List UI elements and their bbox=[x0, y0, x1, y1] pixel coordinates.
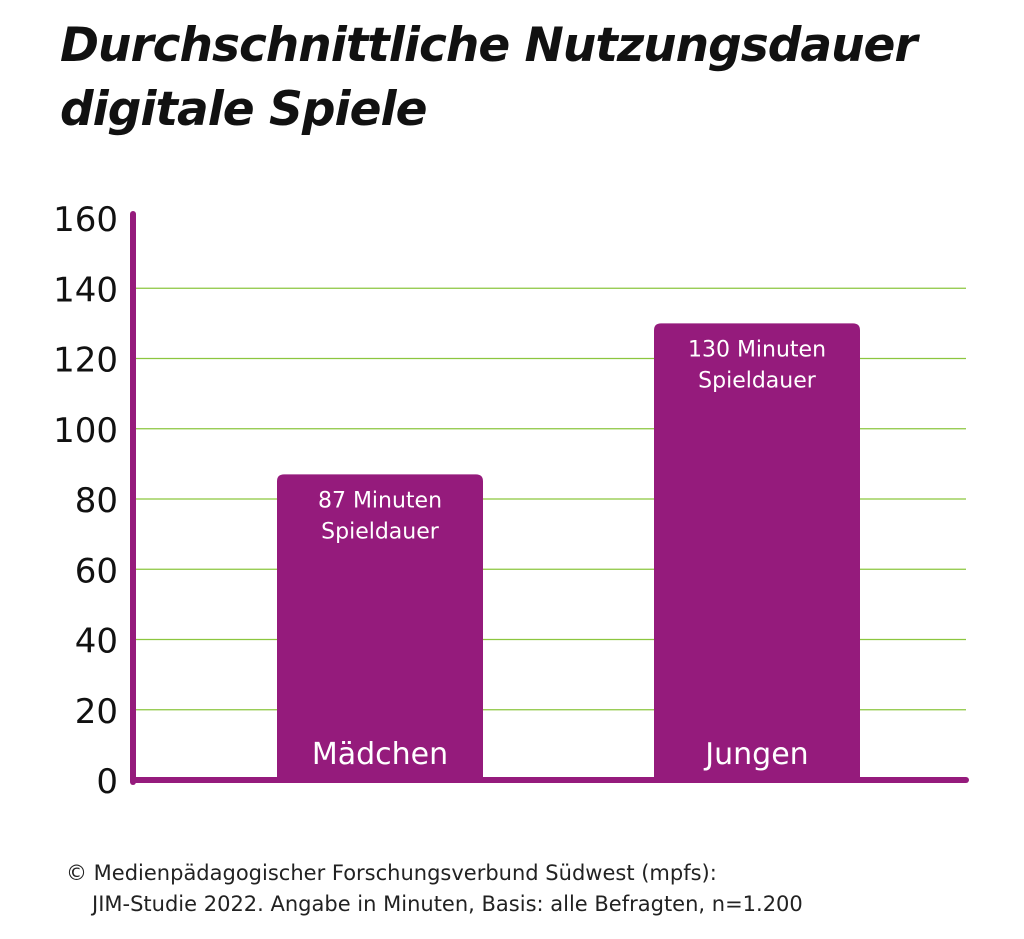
y-tick-label: 60 bbox=[75, 551, 118, 591]
bar-value-label: 87 Minuten bbox=[318, 488, 442, 513]
bars bbox=[277, 323, 860, 780]
chart-title-line: Durchschnittliche Nutzungsdauer bbox=[60, 18, 918, 73]
y-tick-label: 120 bbox=[53, 341, 118, 381]
bar-value-label: Spieldauer bbox=[698, 368, 817, 393]
y-tick-label: 140 bbox=[53, 270, 118, 310]
chart-title-line: digitale Spiele bbox=[60, 82, 428, 137]
y-tick-label: 20 bbox=[75, 692, 118, 732]
bar-value-label: 130 Minuten bbox=[688, 337, 826, 362]
y-tick-labels: 0 20 40 60 80 100 120 140 160 bbox=[53, 200, 118, 802]
y-tick-label: 160 bbox=[53, 200, 118, 240]
category-label: Mädchen bbox=[312, 737, 448, 772]
axes bbox=[130, 211, 969, 785]
y-tick-label: 0 bbox=[96, 762, 118, 802]
y-tick-label: 80 bbox=[75, 481, 118, 521]
y-tick-label: 100 bbox=[53, 411, 118, 451]
chart-title: Durchschnittliche Nutzungsdauer digitale… bbox=[60, 14, 1000, 142]
source-line: © Medienpädagogischer Forschungsverbund … bbox=[66, 861, 717, 885]
bar-labels: 87 Minuten Spieldauer Mädchen 130 Minuten Sp… bbox=[312, 337, 826, 772]
category-label: Jungen bbox=[703, 737, 808, 772]
bar-jungen bbox=[654, 323, 860, 780]
y-tick-label: 40 bbox=[75, 622, 118, 662]
bar-value-label: Spieldauer bbox=[321, 519, 440, 544]
source-line: JIM-Studie 2022. Angabe in Minuten, Basi… bbox=[92, 892, 803, 916]
bar-maedchen bbox=[277, 474, 483, 780]
source-note: © Medienpädagogischer Forschungsverbund … bbox=[66, 858, 1006, 920]
